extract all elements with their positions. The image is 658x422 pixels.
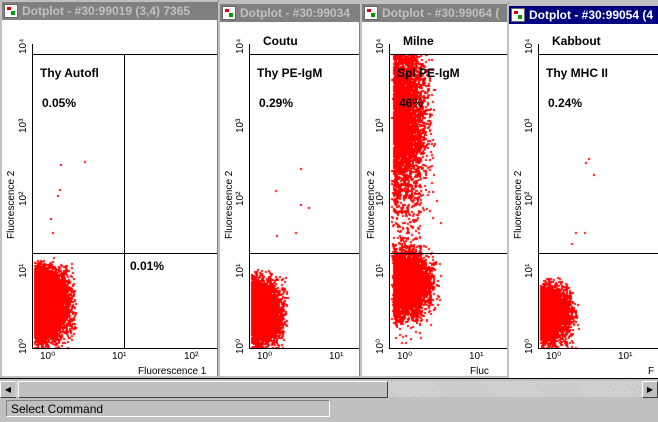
y-tick-label: 10⁰	[375, 338, 386, 354]
plot-top-border	[389, 54, 507, 55]
y-axis	[538, 44, 539, 349]
x-tick-label: 10⁰	[257, 351, 273, 362]
quadrant-horizontal-line	[249, 253, 359, 254]
window-title-bar[interactable]: Dotplot - #30:99064 (	[362, 4, 507, 22]
quadrant-horizontal-line	[389, 253, 507, 254]
window-title-bar[interactable]: Dotplot - #30:99019 (3,4) 7365	[2, 2, 217, 20]
quadrant-upper-left-percent: 0.05%	[42, 96, 77, 110]
x-tick-label: 10⁰	[40, 351, 56, 362]
dot-scatter	[509, 24, 658, 378]
y-tick-label: 10¹	[18, 263, 29, 278]
app-icon	[364, 6, 378, 20]
scroll-left-button[interactable]: ◀	[0, 381, 16, 398]
plot-top-border	[538, 54, 658, 55]
window-title: Dotplot - #30:99054 (4	[529, 8, 654, 22]
y-tick-label: 10⁰	[235, 338, 246, 354]
quadrant-upper-left-percent: 0.29%	[259, 96, 294, 110]
sample-label: Spl PE-IgM	[397, 66, 460, 80]
x-tick-label: 10¹	[618, 351, 633, 362]
window-title-bar[interactable]: Dotplot - #30:99034	[220, 4, 359, 22]
dotplot-window-3[interactable]: Dotplot - #30:99064 ( 10⁴ 10³ 10² 10¹ 10⁰ 10⁰…	[360, 2, 509, 378]
quadrant-vertical-line	[124, 54, 125, 348]
x-tick-label: 10¹	[112, 351, 127, 362]
x-tick-label: 10¹	[329, 351, 344, 362]
y-tick-label: 10⁴	[524, 38, 535, 54]
sample-label: Thy Autofl	[40, 66, 99, 80]
window-title: Dotplot - #30:99064 (	[382, 6, 500, 20]
quadrant-horizontal-line	[538, 253, 658, 254]
y-axis-label: Fluorescence 2	[6, 170, 17, 239]
author-label: Coutu	[263, 34, 298, 48]
x-axis-label: F	[648, 366, 655, 377]
window-title: Dotplot - #30:99019 (3,4) 7365	[22, 4, 191, 18]
app-icon	[511, 8, 525, 22]
app-icon	[222, 6, 236, 20]
quadrant-horizontal-line	[32, 253, 217, 254]
scroll-right-button[interactable]: ▶	[642, 381, 658, 398]
y-tick-label: 10³	[18, 118, 29, 133]
window-title: Dotplot - #30:99034	[240, 6, 351, 20]
y-tick-label: 10²	[18, 191, 29, 206]
x-axis	[538, 348, 658, 349]
y-tick-label: 10¹	[235, 263, 246, 278]
status-field: Select Command	[6, 400, 330, 417]
app-icon	[4, 4, 18, 18]
x-axis	[389, 348, 507, 349]
y-tick-label: 10³	[375, 118, 386, 133]
window-title-bar[interactable]: Dotplot - #30:99054 (4	[509, 6, 658, 24]
y-tick-label: 10⁰	[18, 338, 29, 354]
y-tick-label: 10²	[235, 191, 246, 206]
scroll-thumb[interactable]	[18, 381, 388, 398]
x-axis-label: Fluorescence 1	[138, 366, 207, 377]
y-axis	[249, 44, 250, 349]
dot-scatter	[2, 20, 217, 376]
dotplot-window-4[interactable]: Dotplot - #30:99054 (4 10⁴ 10³ 10² 10¹ 10⁰ 10…	[507, 4, 658, 380]
y-tick-label: 10¹	[524, 263, 535, 278]
quadrant-lower-right-percent: 0.01%	[130, 259, 165, 273]
y-axis-label: Fluorescence 2	[224, 170, 235, 239]
y-axis-label: Fluorescence 2	[513, 170, 524, 239]
x-tick-label: 10²	[184, 351, 199, 362]
y-axis	[32, 44, 33, 349]
y-tick-label: 10¹	[375, 263, 386, 278]
y-tick-label: 10³	[235, 118, 246, 133]
quadrant-upper-left-percent: 0.24%	[548, 96, 583, 110]
scroll-track[interactable]	[15, 381, 643, 398]
y-axis-label: Fluorescence 2	[366, 170, 377, 239]
y-tick-label: 10⁴	[18, 38, 29, 54]
sample-label: Thy MHC II	[546, 66, 608, 80]
dot-scatter	[220, 22, 359, 376]
y-tick-label: 10⁴	[235, 38, 246, 54]
y-axis	[389, 44, 390, 349]
plot-top-border	[32, 54, 217, 55]
y-tick-label: 10²	[524, 191, 535, 206]
author-label: Milne	[403, 34, 434, 48]
x-tick-label: 10¹	[469, 351, 484, 362]
plot-top-border	[249, 54, 359, 55]
y-tick-label: 10⁴	[375, 38, 386, 54]
y-tick-label: 10⁰	[524, 338, 535, 354]
y-tick-label: 10³	[524, 118, 535, 133]
sample-label: Thy PE-IgM	[257, 66, 323, 80]
quadrant-upper-left-percent: 46%	[399, 96, 424, 110]
horizontal-scrollbar[interactable]: ◀ ▶	[0, 378, 658, 398]
x-axis	[32, 348, 217, 349]
x-axis-label: Fluc	[470, 366, 489, 377]
dotplot-window-2[interactable]: Dotplot - #30:99034 10⁴ 10³ 10² 10¹ 10⁰ 10⁰ 10…	[218, 2, 361, 378]
dotplot-window-1[interactable]: Dotplot - #30:99019 (3,4) 7365 10⁴ 10³ 10²…	[0, 0, 219, 378]
author-label: Kabbout	[552, 34, 601, 48]
x-tick-label: 10⁰	[546, 351, 562, 362]
x-axis	[249, 348, 359, 349]
x-tick-label: 10⁰	[397, 351, 413, 362]
dot-scatter	[362, 22, 507, 376]
